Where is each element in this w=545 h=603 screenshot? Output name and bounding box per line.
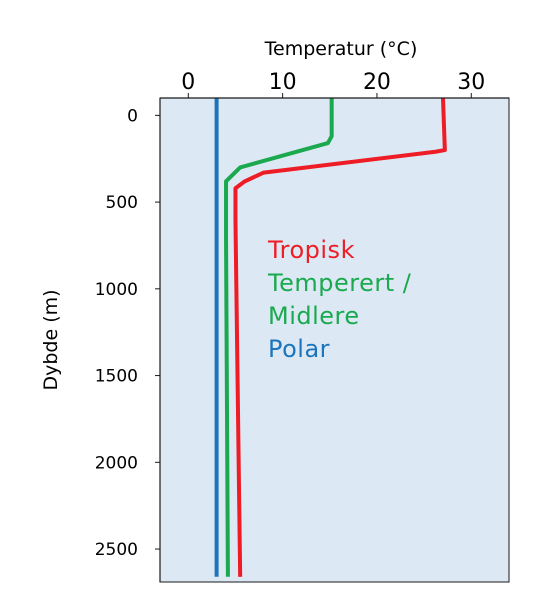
legend-temperert-line2: Midlere (268, 302, 360, 330)
legend-polar: Polar (268, 335, 330, 363)
y-tick-label: 2000 (95, 453, 138, 473)
y-axis-title: Dybde (m) (40, 289, 62, 390)
x-axis-ticks: 0 10 20 30 (181, 70, 485, 98)
x-tick-label: 0 (181, 70, 195, 95)
y-tick-label: 2500 (95, 540, 138, 560)
series-lines (214, 97, 447, 577)
y-tick-label: 1500 (95, 367, 138, 387)
x-tick-label: 20 (363, 70, 391, 95)
y-axis-ticks: 0 500 1000 1500 2000 2500 (95, 106, 160, 560)
x-tick-label: 30 (457, 70, 485, 95)
plot-area (159, 97, 510, 583)
legend-temperert-line1: Temperert / (267, 269, 412, 297)
y-tick-label: 500 (106, 193, 138, 213)
series-line-tropisk (233, 97, 447, 577)
y-tick-label: 1000 (95, 280, 138, 300)
legend-tropisk: Tropisk (267, 236, 355, 264)
y-tick-label: 0 (127, 106, 138, 126)
series-line-temperert-midlere (224, 98, 334, 577)
x-tick-label: 10 (269, 70, 297, 95)
x-axis-title: Temperatur (°C) (264, 38, 418, 60)
